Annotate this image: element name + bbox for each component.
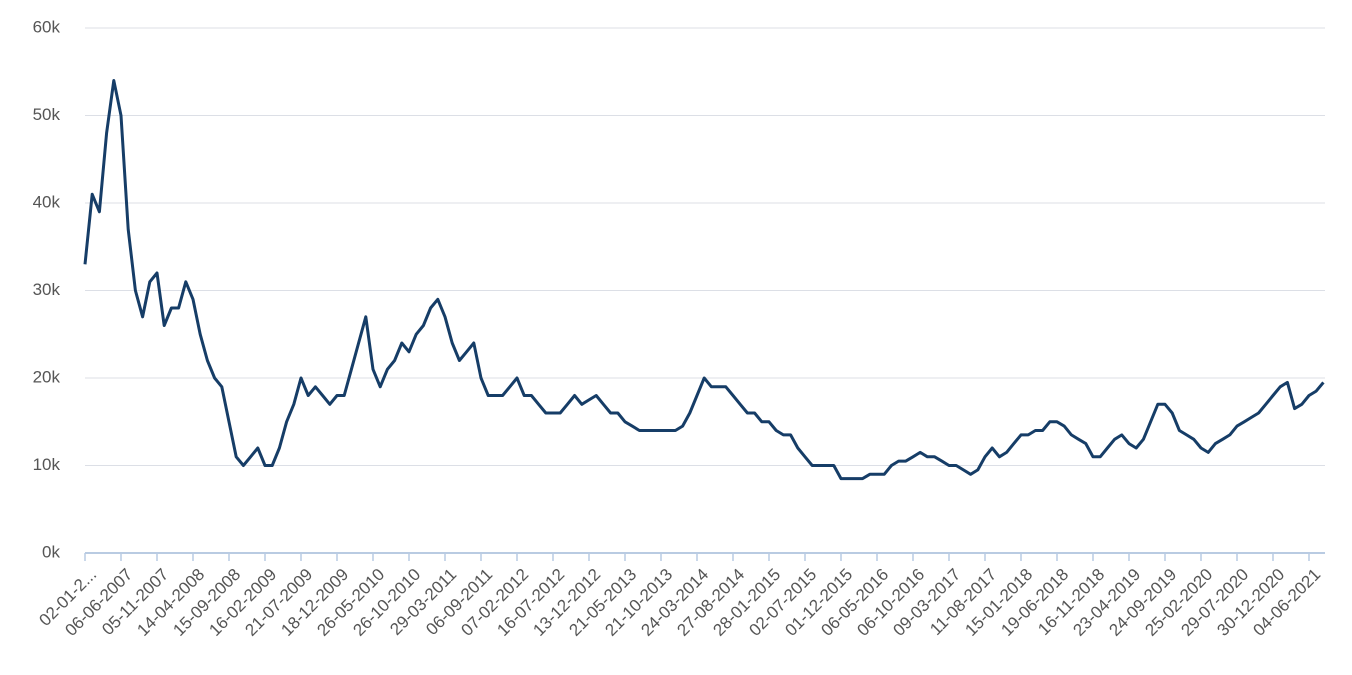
line xyxy=(83,79,1325,481)
y-tick-label: 60k xyxy=(33,17,61,36)
y-tick-label: 20k xyxy=(33,367,61,386)
y-tick-label: 30k xyxy=(33,280,61,299)
y-tick-label: 10k xyxy=(33,455,61,474)
y-tick-label: 40k xyxy=(33,192,61,211)
y-tick-label: 50k xyxy=(33,105,61,124)
y-tick-label: 0k xyxy=(42,542,60,561)
